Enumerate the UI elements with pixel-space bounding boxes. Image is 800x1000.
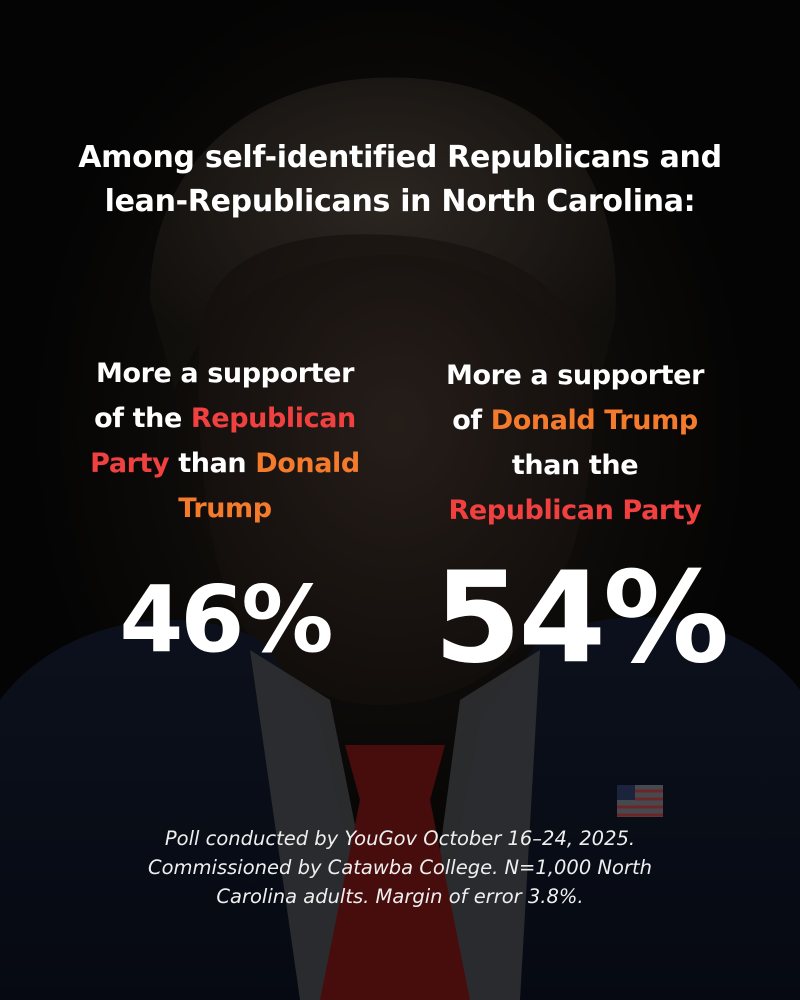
right-column: More a supporter of Donald Trump than th… (415, 353, 735, 533)
left-label: More a supporter of the Republican Party… (60, 351, 390, 531)
headline-line-1: Among self-identified Republicans and (78, 140, 722, 175)
right-label-republican-party: Republican Party (448, 495, 702, 526)
left-label-donald: Donald (255, 448, 360, 479)
portrait-hair (150, 77, 616, 391)
source-footnote: Poll conducted by YouGov October 16–24, … (90, 824, 710, 911)
headline-line-2: lean-Republicans in North Carolina: (104, 184, 696, 219)
portrait-tie (320, 745, 470, 1000)
left-label-trump: Trump (178, 493, 272, 524)
left-label-party: Party (90, 448, 170, 479)
right-label-line-1: More a supporter (445, 360, 704, 391)
right-label-donald-trump: Donald Trump (490, 405, 698, 436)
footnote-line-2: Commissioned by Catawba College. N=1,000… (148, 856, 652, 879)
left-label-republican: Republican (190, 403, 356, 434)
right-label-line-3: than the (511, 450, 639, 481)
headline: Among self-identified Republicans and le… (20, 136, 780, 224)
left-label-than: than (169, 448, 256, 479)
left-column: More a supporter of the Republican Party… (60, 351, 390, 531)
left-label-line-2a: of the (94, 403, 191, 434)
right-label-line-2a: of (452, 405, 491, 436)
portrait-face (198, 234, 593, 705)
footnote-line-3: Carolina adults. Margin of error 3.8%. (216, 885, 584, 908)
left-percentage: 46% (119, 566, 333, 673)
left-label-line-1: More a supporter (95, 358, 354, 389)
right-label: More a supporter of Donald Trump than th… (415, 353, 735, 533)
footnote-line-1: Poll conducted by YouGov October 16–24, … (164, 827, 636, 850)
right-percentage: 54% (433, 544, 730, 691)
flag-pin-icon (617, 785, 663, 817)
